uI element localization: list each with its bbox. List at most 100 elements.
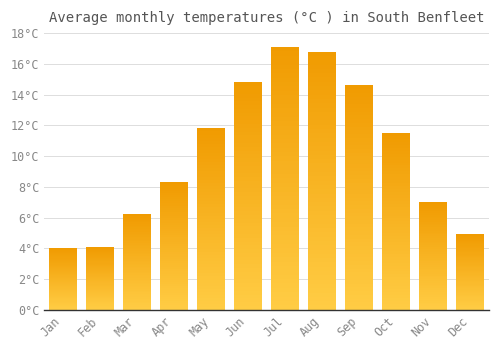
Bar [160, 240, 188, 242]
Bar [86, 285, 114, 286]
Bar [420, 234, 447, 236]
Bar [123, 283, 151, 284]
Bar [272, 139, 299, 144]
Bar [346, 291, 373, 295]
Bar [86, 256, 114, 257]
Bar [420, 308, 447, 310]
Bar [346, 141, 373, 145]
Bar [123, 260, 151, 262]
Bar [272, 152, 299, 156]
Bar [456, 305, 484, 306]
Bar [234, 295, 262, 298]
Bar [456, 301, 484, 302]
Bar [456, 241, 484, 242]
Bar [382, 230, 410, 233]
Bar [49, 275, 77, 276]
Bar [123, 307, 151, 308]
Bar [234, 105, 262, 109]
Bar [346, 268, 373, 272]
Bar [49, 287, 77, 288]
Bar [123, 297, 151, 299]
Bar [420, 222, 447, 224]
Bar [308, 116, 336, 120]
Bar [197, 267, 225, 271]
Bar [456, 297, 484, 299]
Bar [272, 91, 299, 95]
Bar [308, 120, 336, 125]
Bar [234, 101, 262, 105]
Bar [272, 165, 299, 170]
Bar [308, 202, 336, 206]
Bar [86, 275, 114, 276]
Bar [456, 239, 484, 241]
Bar [272, 130, 299, 135]
Bar [382, 277, 410, 280]
Bar [49, 299, 77, 300]
Bar [308, 293, 336, 297]
Bar [123, 232, 151, 233]
Bar [123, 224, 151, 226]
Bar [234, 238, 262, 241]
Bar [234, 128, 262, 132]
Bar [49, 291, 77, 292]
Bar [272, 104, 299, 108]
Bar [272, 301, 299, 305]
Bar [308, 267, 336, 271]
Bar [382, 186, 410, 189]
Bar [382, 139, 410, 142]
Bar [382, 145, 410, 148]
Bar [86, 304, 114, 306]
Bar [234, 279, 262, 283]
Bar [420, 227, 447, 229]
Bar [197, 195, 225, 198]
Bar [346, 265, 373, 268]
Bar [234, 185, 262, 188]
Bar [382, 289, 410, 292]
Bar [123, 264, 151, 265]
Bar [382, 183, 410, 186]
Bar [420, 240, 447, 242]
Bar [234, 257, 262, 260]
Bar [308, 155, 336, 159]
Bar [346, 130, 373, 134]
Bar [234, 113, 262, 117]
Bar [160, 272, 188, 274]
Bar [382, 260, 410, 262]
Bar [197, 222, 225, 225]
Bar [346, 201, 373, 205]
Bar [49, 266, 77, 267]
Bar [272, 51, 299, 56]
Bar [197, 204, 225, 207]
Bar [308, 150, 336, 155]
Bar [86, 288, 114, 289]
Bar [49, 249, 77, 250]
Bar [272, 270, 299, 275]
Bar [86, 308, 114, 309]
Bar [160, 225, 188, 227]
Bar [308, 125, 336, 129]
Bar [346, 250, 373, 254]
Bar [197, 159, 225, 162]
Bar [382, 201, 410, 204]
Bar [456, 273, 484, 275]
Bar [123, 267, 151, 268]
Bar [86, 307, 114, 308]
Bar [346, 302, 373, 306]
Bar [49, 301, 77, 302]
Bar [197, 216, 225, 219]
Bar [346, 175, 373, 179]
Bar [346, 179, 373, 183]
Bar [346, 220, 373, 224]
Bar [420, 229, 447, 231]
Bar [420, 233, 447, 234]
Bar [234, 120, 262, 124]
Bar [123, 308, 151, 310]
Bar [456, 276, 484, 277]
Bar [197, 252, 225, 256]
Bar [420, 292, 447, 294]
Bar [272, 47, 299, 51]
Bar [382, 136, 410, 139]
Bar [456, 302, 484, 303]
Bar [234, 143, 262, 147]
Bar [49, 261, 77, 262]
